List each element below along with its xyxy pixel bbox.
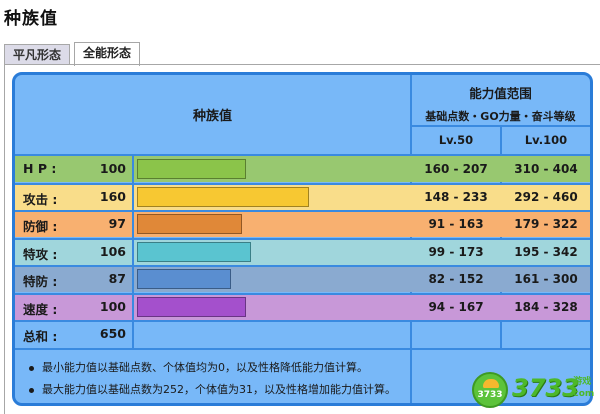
divider <box>15 182 590 185</box>
lv100-header: Lv.100 <box>524 133 568 147</box>
divider <box>15 210 590 212</box>
total-row: 总和 : 650 <box>15 321 590 347</box>
base-stats-table: 种族值 能力值范围 基础点数・GO力量・奋斗等级 Lv.50 Lv.100 H … <box>12 72 593 406</box>
total-label-cell: 总和 : 650 <box>15 321 132 347</box>
divider <box>500 126 502 348</box>
stat-bar-track <box>134 239 410 265</box>
divider <box>15 320 590 322</box>
notes: 最小能力值以基础点数、个体值均为0，以及性格降低能力值计算。 最大能力值以基础点… <box>15 351 590 403</box>
stat-bar <box>137 269 231 289</box>
stat-label-cell: H P : 100 <box>15 156 132 182</box>
stat-bar-track <box>134 156 410 182</box>
stat-bar-track <box>134 266 410 292</box>
stat-row-hp: H P : 100 160 - 207 310 - 404 <box>15 156 590 182</box>
watermark-suffix: 游戏 .com <box>570 377 595 399</box>
divider <box>15 292 590 295</box>
divider <box>15 154 590 156</box>
divider <box>132 156 134 348</box>
stat-range-lv50: 99 - 173 <box>428 244 484 259</box>
stat-bar <box>137 159 246 179</box>
stat-range-lv100: 195 - 342 <box>514 244 578 259</box>
lv50-header: Lv.50 <box>438 133 474 147</box>
watermark-brand: 3733 <box>512 374 579 402</box>
stat-label: H P : <box>23 161 57 176</box>
stat-range-lv50: 94 - 167 <box>428 299 484 314</box>
stat-value: 100 <box>99 298 126 314</box>
stat-label-cell: 特攻 : 106 <box>15 239 132 265</box>
stat-label-cell: 防御 : 97 <box>15 211 132 237</box>
stat-range-header: 能力值范围 基础点数・GO力量・奋斗等级 <box>411 75 590 125</box>
tab-omni-form[interactable]: 全能形态 <box>74 42 141 66</box>
divider <box>15 348 590 350</box>
stat-bar <box>137 296 246 317</box>
stat-value: 97 <box>108 216 126 231</box>
watermark-logo: 3733 3733 游戏 .com <box>472 370 594 410</box>
stat-row-sp-defense: 特防 : 87 82 - 152 161 - 300 <box>15 266 590 292</box>
form-tabs: 平凡形态 全能形态 <box>4 42 141 66</box>
stat-row-attack: 攻击 : 160 148 - 233 292 - 460 <box>15 183 590 210</box>
stat-bar-track <box>134 184 410 210</box>
stat-value: 160 <box>99 188 126 204</box>
stat-range-lv100: 292 - 460 <box>514 189 578 204</box>
tab-panel <box>4 64 600 414</box>
stat-range-lv100: 184 - 328 <box>514 299 578 314</box>
stat-label: 攻击 : <box>23 191 58 207</box>
stat-row-speed: 速度 : 100 94 - 167 184 - 328 <box>15 293 590 320</box>
stat-label: 防御 : <box>23 219 58 234</box>
stat-label-cell: 速度 : 100 <box>15 294 132 320</box>
stat-range-lv50: 82 - 152 <box>428 272 484 286</box>
stat-label-cell: 攻击 : 160 <box>15 184 132 210</box>
stat-value: 87 <box>108 271 126 286</box>
total-value: 650 <box>99 326 126 341</box>
base-stats-header: 种族值 <box>192 109 232 124</box>
stat-value: 100 <box>99 161 126 176</box>
stat-range-lv50: 160 - 207 <box>424 162 488 176</box>
stat-bar-track <box>134 294 410 320</box>
bullet-icon <box>29 387 34 393</box>
stat-row-sp-attack: 特攻 : 106 99 - 173 195 - 342 <box>15 238 590 265</box>
stat-range-lv100: 161 - 300 <box>514 272 578 286</box>
stat-row-defense: 防御 : 97 91 - 163 179 - 322 <box>15 211 590 237</box>
divider <box>15 237 590 240</box>
stat-range-title: 能力值范围 <box>469 86 532 101</box>
stat-range-lv50: 91 - 163 <box>428 217 484 231</box>
divider <box>15 265 590 267</box>
stat-range-lv100: 310 - 404 <box>514 162 578 176</box>
total-label: 总和 : <box>23 329 58 344</box>
note-max: 最大能力值以基础点数为252，个体值为31，以及性格增加能力值计算。 <box>29 379 590 401</box>
stat-label: 特攻 : <box>23 246 58 262</box>
mushroom-logo-icon: 3733 <box>472 372 508 408</box>
stat-bar <box>137 241 251 262</box>
stat-value: 106 <box>99 243 126 259</box>
stat-label-cell: 特防 : 87 <box>15 266 132 292</box>
stat-label: 特防 : <box>23 274 58 289</box>
stat-bar-track <box>134 211 410 237</box>
stat-range-lv50: 148 - 233 <box>424 189 488 204</box>
note-min: 最小能力值以基础点数、个体值均为0，以及性格降低能力值计算。 <box>29 357 590 379</box>
stat-range-subtitle: 基础点数・GO力量・奋斗等级 <box>425 110 576 123</box>
stat-range-lv100: 179 - 322 <box>514 217 578 231</box>
stat-bar <box>137 214 242 234</box>
tab-normal-form[interactable]: 平凡形态 <box>4 44 71 65</box>
bullet-icon <box>29 365 34 371</box>
page-title: 种族值 <box>4 9 58 29</box>
stat-label: 速度 : <box>23 301 58 317</box>
stat-bar <box>137 186 309 207</box>
